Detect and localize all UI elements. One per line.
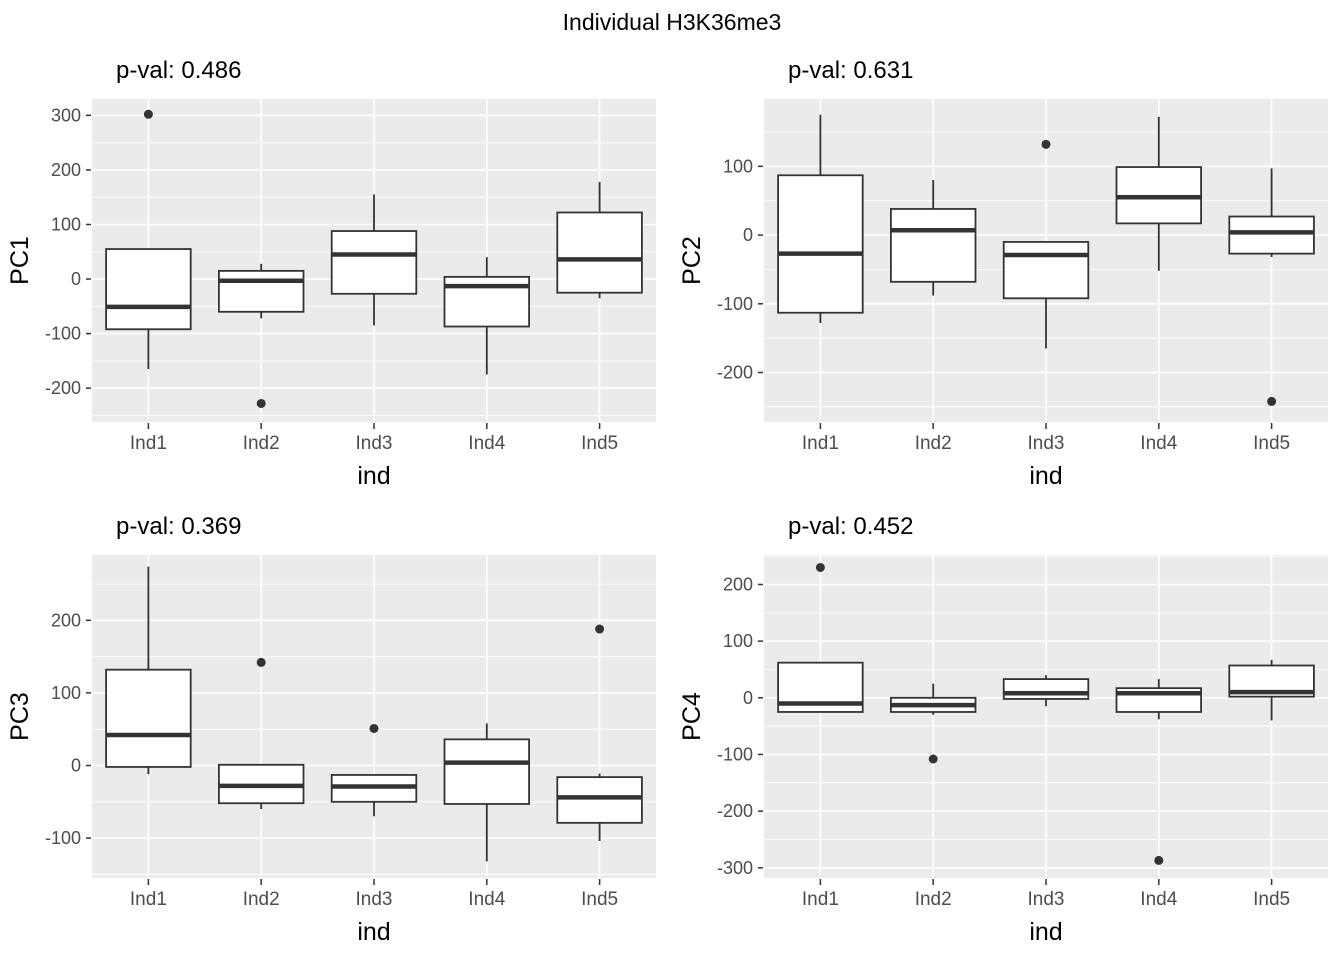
panel-pc1: 300 200 100 0 -100 -200 Ind1 Ind2 Ind3 Ind4 Ind5 p-… — [0, 44, 672, 500]
x-axis-title: ind — [357, 918, 390, 946]
x-tick-label: Ind3 — [356, 889, 393, 910]
x-tick-label: Ind4 — [1140, 433, 1177, 454]
box — [1228, 215, 1315, 255]
box — [105, 248, 192, 331]
x-axis-title: ind — [357, 462, 390, 490]
x-tick-label: Ind3 — [1028, 433, 1065, 454]
boxplot-pc4: 200 100 0 -100 -200 -300 Ind1 Ind2 Ind3 Ind4 Ind5 p… — [678, 513, 1328, 946]
x-tick-label: Ind4 — [468, 889, 505, 910]
x-tick-label: Ind3 — [356, 433, 393, 454]
panel-subtitle: p-val: 0.369 — [116, 513, 241, 540]
box — [889, 208, 977, 283]
x-tick-label: Ind5 — [1253, 433, 1290, 454]
panel-subtitle: p-val: 0.486 — [116, 57, 241, 84]
box — [556, 776, 643, 824]
y-tick-label: -200 — [45, 378, 81, 398]
y-tick-label: -100 — [717, 744, 753, 764]
panel-pc4: 200 100 0 -100 -200 -300 Ind1 Ind2 Ind3 Ind4 Ind5 p… — [672, 500, 1344, 956]
x-tick-label: Ind4 — [1140, 889, 1177, 910]
y-axis-title: PC4 — [678, 692, 706, 741]
x-tick-label: Ind3 — [1028, 889, 1065, 910]
outlier-point — [369, 723, 379, 733]
outlier-point — [1154, 855, 1164, 865]
y-tick-label: 0 — [71, 755, 81, 775]
x-tick-label: Ind2 — [915, 433, 952, 454]
y-tick-label: 100 — [51, 683, 81, 703]
y-tick-label: -100 — [45, 324, 81, 344]
y-axis-title: PC2 — [678, 236, 706, 285]
y-tick-label: -200 — [717, 801, 753, 821]
x-tick-label: Ind1 — [802, 889, 839, 910]
y-tick-label: -100 — [717, 294, 753, 314]
x-tick-label: Ind2 — [243, 889, 280, 910]
y-tick-label: 0 — [743, 688, 753, 708]
x-tick-label: Ind5 — [1253, 889, 1290, 910]
y-tick-label: 0 — [71, 269, 81, 289]
x-tick-label: Ind2 — [243, 433, 280, 454]
box — [1002, 678, 1090, 700]
outlier-point — [928, 754, 938, 764]
y-axis-title: PC3 — [6, 692, 34, 741]
box — [777, 174, 864, 314]
y-tick-label: 100 — [723, 156, 753, 176]
box — [330, 230, 418, 295]
outlier-point — [815, 562, 825, 572]
box — [105, 668, 192, 768]
y-axis-title: PC1 — [6, 236, 34, 285]
y-tick-label: 100 — [723, 631, 753, 651]
panel-grid: 300 200 100 0 -100 -200 Ind1 Ind2 Ind3 Ind4 Ind5 p-… — [0, 44, 1344, 956]
y-tick-label: 200 — [51, 160, 81, 180]
y-tick-label: -200 — [717, 363, 753, 383]
x-tick-label: Ind5 — [581, 889, 618, 910]
x-tick-label: Ind1 — [130, 889, 167, 910]
figure-title: Individual H3K36me3 — [562, 8, 782, 35]
boxplot-pc2: 100 0 -100 -200 Ind1 Ind2 Ind3 Ind4 Ind5 p-val: 0… — [678, 57, 1328, 490]
y-tick-label: 300 — [51, 105, 81, 125]
y-tick-label: -100 — [45, 828, 81, 848]
y-tick-label: 100 — [51, 214, 81, 234]
box — [443, 738, 530, 805]
y-tick-label: 200 — [723, 574, 753, 594]
outlier-point — [1267, 396, 1277, 406]
box — [556, 211, 643, 294]
x-tick-label: Ind4 — [468, 433, 505, 454]
outlier-point — [256, 657, 266, 667]
box — [217, 269, 305, 313]
x-tick-label: Ind1 — [130, 433, 167, 454]
outlier-point — [595, 624, 605, 634]
x-axis-title: ind — [1029, 462, 1062, 490]
x-tick-label: Ind5 — [581, 433, 618, 454]
x-axis-title: ind — [1029, 918, 1062, 946]
outlier-point — [1041, 139, 1051, 149]
x-tick-label: Ind1 — [802, 433, 839, 454]
panel-pc3: 200 100 0 -100 Ind1 Ind2 Ind3 Ind4 Ind5 p-val: 0.… — [0, 500, 672, 956]
y-tick-label: 0 — [743, 225, 753, 245]
x-tick-label: Ind2 — [915, 889, 952, 910]
panel-subtitle: p-val: 0.452 — [788, 513, 913, 540]
outlier-point — [256, 398, 266, 408]
panel-subtitle: p-val: 0.631 — [788, 57, 913, 84]
y-tick-label: -300 — [717, 858, 753, 878]
boxplot-pc1: 300 200 100 0 -100 -200 Ind1 Ind2 Ind3 Ind4 Ind5 p-… — [6, 57, 656, 490]
boxplot-pc3: 200 100 0 -100 Ind1 Ind2 Ind3 Ind4 Ind5 p-val: 0.… — [6, 513, 656, 946]
panel-pc2: 100 0 -100 -200 Ind1 Ind2 Ind3 Ind4 Ind5 p-val: 0… — [672, 44, 1344, 500]
outlier-point — [143, 109, 153, 119]
y-tick-label: 200 — [51, 610, 81, 630]
box — [1002, 241, 1090, 300]
